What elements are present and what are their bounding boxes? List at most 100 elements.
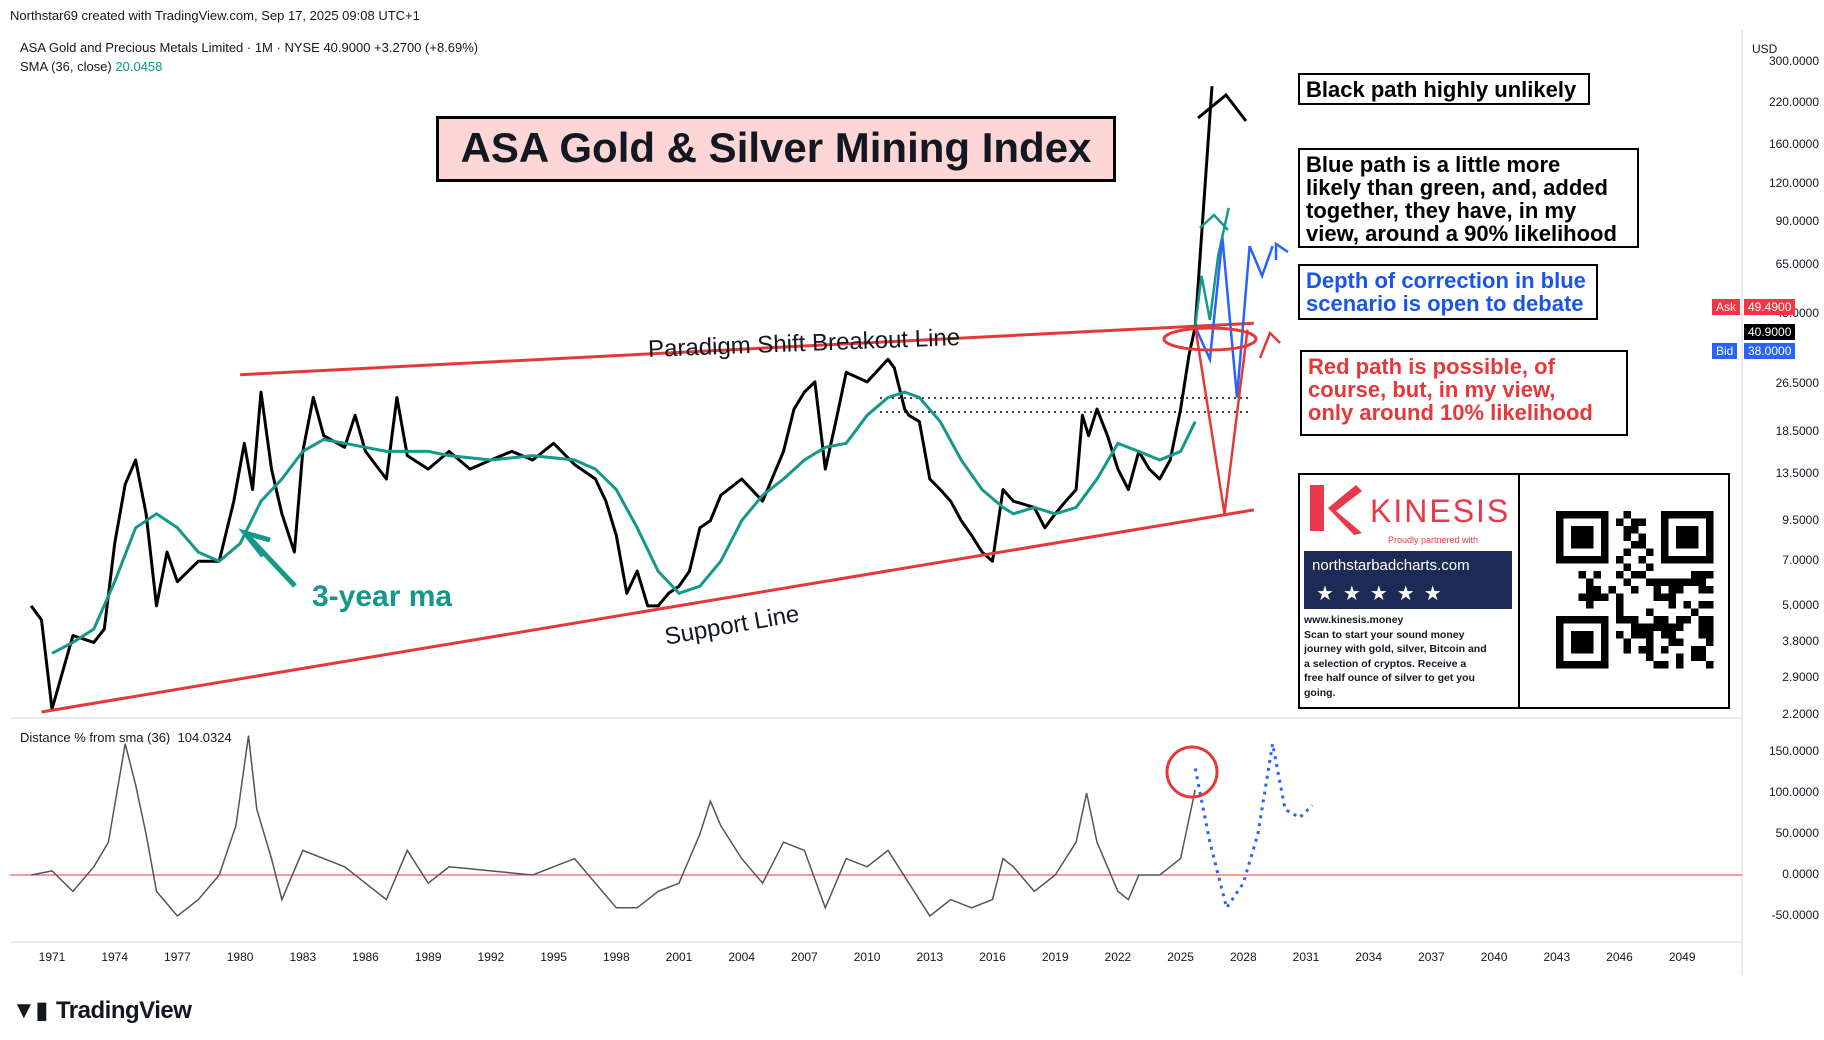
osc-y-tick: 50.0000 xyxy=(1775,826,1819,840)
last-price: 40.9000 xyxy=(1744,324,1796,340)
bid-tag: Bid xyxy=(1712,343,1738,359)
x-tick: 1983 xyxy=(289,950,317,964)
currency-label[interactable]: USD xyxy=(1752,42,1778,56)
x-tick: 2040 xyxy=(1480,950,1508,964)
support-trendline xyxy=(41,508,1255,714)
sma-value: 20.0458 xyxy=(115,59,163,74)
x-tick: 2034 xyxy=(1355,950,1383,964)
blue-path-projection xyxy=(1194,237,1274,398)
x-tick: 2007 xyxy=(791,950,818,964)
chart-credit: Northstar69 created with TradingView.com… xyxy=(10,8,420,23)
depth-note-line: Depth of correction in blue xyxy=(1306,268,1586,293)
osc-y-tick: 100.0000 xyxy=(1768,785,1819,799)
x-tick: 2013 xyxy=(916,950,944,964)
price-y-tick: 3.8000 xyxy=(1782,634,1819,649)
price-y-tick: 9.5000 xyxy=(1782,512,1819,527)
depth-note-line: scenario is open to debate xyxy=(1306,291,1584,316)
tradingview-logo[interactable]: ▼▮ TradingView xyxy=(12,996,192,1025)
kinesis-ad[interactable]: KINESIS Proudly partnered with northstar… xyxy=(1298,473,1730,709)
price-y-tick: 2.2000 xyxy=(1782,707,1819,721)
ad-left-panel: KINESIS Proudly partnered with northstar… xyxy=(1302,477,1516,705)
price-y-tick: 90.0000 xyxy=(1775,213,1819,228)
breakout-highlight-ellipse xyxy=(1162,326,1258,352)
x-tick: 1980 xyxy=(226,950,254,964)
ad-text-line: going. xyxy=(1304,686,1336,699)
x-tick: 1986 xyxy=(352,950,379,964)
x-tick: 1974 xyxy=(101,950,129,964)
ask-label: Ask xyxy=(1716,300,1737,314)
oscillator-highlight-circle xyxy=(1165,745,1219,799)
red-note-line: course, but, in my view, xyxy=(1308,377,1556,402)
red-note-line: Red path is possible, of xyxy=(1308,354,1555,379)
red-arrowhead xyxy=(1258,330,1281,359)
price-y-tick: 26.5000 xyxy=(1775,376,1819,391)
price-y-tick: 120.0000 xyxy=(1768,175,1819,190)
price-y-tick: 18.5000 xyxy=(1775,424,1819,439)
ask-tag: Ask xyxy=(1712,299,1741,315)
breakout-trendline xyxy=(240,321,1254,377)
ad-text-line: www.kinesis.money xyxy=(1304,614,1404,626)
x-tick: 2019 xyxy=(1041,950,1069,964)
oscillator-legend[interactable]: Distance % from sma (36) 104.0324 xyxy=(20,730,232,745)
depth-note: Depth of correction in blue scenario is … xyxy=(1298,264,1598,320)
sma-series-line xyxy=(51,390,1197,655)
blue-note-line: Blue path is a little more xyxy=(1306,152,1561,177)
price-series-line xyxy=(29,326,1197,711)
price-y-tick: 160.0000 xyxy=(1768,137,1819,152)
osc-y-tick: 0.0000 xyxy=(1782,867,1819,881)
tradingview-mark-icon: ▼▮ xyxy=(12,997,48,1024)
sma-legend[interactable]: SMA (36, close) 20.0458 xyxy=(20,59,162,74)
x-tick: 2037 xyxy=(1418,950,1445,964)
black-path-projection xyxy=(1193,86,1214,327)
ad-divider xyxy=(1518,475,1520,707)
kinesis-k-icon xyxy=(1310,485,1362,535)
price-y-tick: 7.0000 xyxy=(1782,553,1819,568)
oscillator-line xyxy=(30,735,1196,918)
price-y-tick: 65.0000 xyxy=(1775,257,1819,272)
blue-note-line: together, they have, in my xyxy=(1306,198,1577,223)
osc-y-tick: -50.0000 xyxy=(1771,908,1819,922)
sma-label: SMA (36, close) xyxy=(20,59,112,74)
x-tick: 2022 xyxy=(1104,950,1132,964)
x-tick: 1989 xyxy=(414,950,442,964)
bid-price: 38.0000 xyxy=(1744,343,1796,359)
x-tick: 1992 xyxy=(477,950,505,964)
black-arrowhead xyxy=(1197,92,1248,122)
x-tick: 2028 xyxy=(1229,950,1257,964)
x-tick: 2025 xyxy=(1167,950,1194,964)
blue-note-line: view, around a 90% likelihood xyxy=(1306,221,1617,246)
rating-stars: ★★★★★ xyxy=(1316,583,1451,605)
price-y-tick: 300.0000 xyxy=(1768,53,1819,68)
blue-arrowhead xyxy=(1274,241,1289,260)
ma-label: 3-year ma xyxy=(312,580,453,613)
site-name: northstarbadcharts.com xyxy=(1312,557,1470,574)
price-y-tick: 5.0000 xyxy=(1782,597,1819,612)
qr-code-icon[interactable] xyxy=(1528,477,1728,705)
black-path-note: Black path highly unlikely xyxy=(1298,73,1590,105)
x-tick: 1977 xyxy=(164,950,191,964)
price-y-tick: 13.5000 xyxy=(1775,465,1819,480)
x-tick: 1995 xyxy=(540,950,567,964)
green-arrowhead xyxy=(1199,213,1229,231)
ad-text: www.kinesis.money Scan to start your sou… xyxy=(1304,613,1516,700)
x-tick: 2010 xyxy=(853,950,881,964)
price-y-tick: 2.9000 xyxy=(1782,670,1819,685)
ad-text-line: a selection of cryptos. Receive a xyxy=(1304,657,1467,670)
tradingview-wordmark: TradingView xyxy=(55,997,192,1024)
oscillator-projection xyxy=(1193,743,1314,912)
blue-path-note: Blue path is a little more likely than g… xyxy=(1298,148,1639,248)
red-note-line: only around 10% likelihood xyxy=(1308,400,1593,425)
symbol-line[interactable]: ASA Gold and Precious Metals Limited · 1… xyxy=(20,40,479,55)
x-tick: 2001 xyxy=(665,950,693,964)
kinesis-partner: Proudly partnered with xyxy=(1388,535,1479,545)
red-path-projection xyxy=(1193,326,1249,514)
x-tick: 2046 xyxy=(1606,950,1633,964)
chart-title-box: ASA Gold & Silver Mining Index xyxy=(436,116,1116,182)
bid-label: Bid xyxy=(1716,344,1734,358)
price-y-tick: 220.0000 xyxy=(1768,95,1819,110)
kinesis-brand: KINESIS xyxy=(1370,493,1511,529)
ad-text-line: journey with gold, silver, Bitcoin and xyxy=(1304,643,1487,655)
osc-label: Distance % from sma (36) xyxy=(20,730,171,745)
ask-price: 49.4900 xyxy=(1744,299,1796,315)
